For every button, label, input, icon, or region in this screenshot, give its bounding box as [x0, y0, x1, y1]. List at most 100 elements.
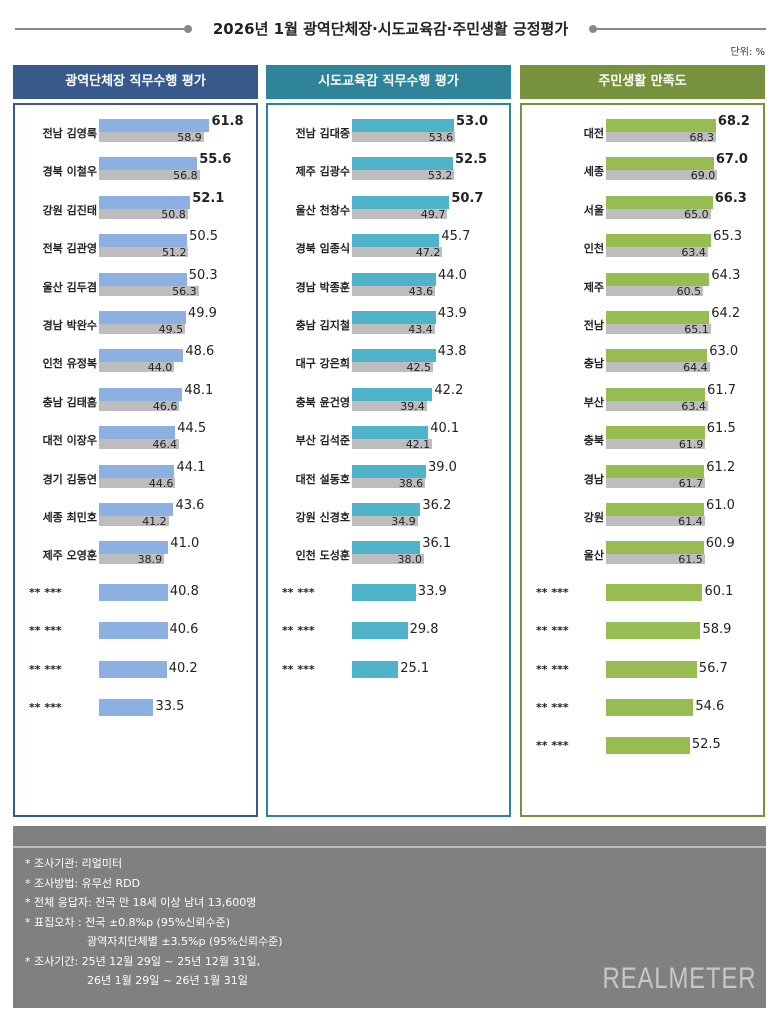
previous-bar: [99, 132, 204, 142]
previous-value: 46.4: [152, 438, 177, 452]
category-label: 인천 도성훈: [295, 549, 350, 563]
current-value: 50.3: [188, 267, 218, 283]
bar-row: ** *** 58.9: [522, 618, 763, 652]
current-value: 63.0: [709, 344, 739, 360]
current-value: 53.0: [456, 114, 489, 129]
current-value: 40.6: [169, 622, 199, 638]
category-label: ** ***: [29, 662, 62, 676]
previous-bar: [352, 516, 418, 526]
bar-row: 세종 67.0 69.0: [522, 152, 763, 191]
footer-divider: [13, 846, 766, 848]
current-bar: [352, 119, 454, 132]
previous-bar: [606, 554, 705, 565]
current-value: 43.8: [437, 344, 467, 360]
current-bar: [99, 311, 186, 324]
panel-header: 주민생활 만족도: [520, 65, 765, 99]
current-bar: [606, 272, 710, 286]
current-value: 40.1: [430, 421, 460, 437]
current-value: 56.7: [698, 660, 728, 676]
category-label: 강원 김진태: [42, 203, 97, 217]
category-label: 울산: [583, 549, 604, 563]
panel-3: 주민생활 만족도 대전 68.2 68.3 세종 67.0 69.0 서울 66.3…: [520, 65, 765, 817]
previous-value: 61.5: [678, 553, 703, 567]
category-label: 충북: [583, 434, 604, 448]
previous-value: 61.7: [678, 476, 704, 490]
category-label: ** ***: [29, 701, 62, 714]
current-bar: [352, 464, 426, 478]
previous-value: 56.3: [172, 284, 197, 298]
category-label: ** ***: [282, 662, 315, 676]
category-label: ** ***: [536, 662, 569, 676]
previous-bar: [352, 208, 448, 219]
previous-value: 41.2: [142, 515, 167, 528]
previous-bar: [352, 285, 436, 296]
current-bar: [606, 387, 706, 401]
note: * 전체 응답자: 전국 만 18세 이상 남녀 13,600명: [25, 896, 257, 909]
current-value: 44.0: [438, 267, 467, 283]
bar-row: ** *** 40.8: [15, 580, 256, 614]
bar-row: 경남 박종훈 44.0 43.6: [268, 268, 509, 307]
bar-row: 대구 강은희 43.8 42.5: [268, 344, 509, 383]
current-value: 60.1: [704, 583, 734, 599]
previous-bar: [606, 477, 706, 488]
current-bar: [99, 349, 184, 363]
current-bar: [99, 622, 168, 640]
current-value: 67.0: [715, 152, 748, 168]
previous-value: 42.1: [405, 438, 431, 452]
previous-value: 44.0: [147, 361, 173, 375]
previous-value: 63.4: [681, 399, 706, 413]
bar-row: 제주 오영훈 41.0 38.9: [15, 536, 256, 575]
previous-value: 60.5: [676, 284, 702, 298]
category-label: 경남 박완수: [42, 319, 97, 332]
previous-value: 43.4: [408, 323, 433, 336]
category-label: 충북 윤건영: [295, 395, 350, 409]
current-bar: [606, 699, 694, 716]
previous-bar: [99, 208, 188, 219]
current-bar: [352, 195, 450, 209]
previous-value: 38.6: [398, 476, 424, 490]
title-dot-left: [184, 25, 192, 33]
previous-value: 50.8: [161, 207, 186, 221]
bar-row: 부산 김석준 40.1 42.1: [268, 421, 509, 460]
bar-row: 인천 65.3 63.4: [522, 229, 763, 268]
previous-value: 53.6: [428, 131, 454, 144]
previous-bar: [352, 247, 443, 258]
bar-row: 전남 김영록 61.8 58.9: [15, 114, 256, 153]
category-label: 전북 김관영: [42, 242, 97, 256]
current-bar: [606, 503, 704, 516]
previous-bar: [99, 400, 180, 411]
category-label: 강원: [583, 511, 604, 524]
previous-bar: [99, 170, 200, 181]
category-label: ** ***: [536, 624, 569, 638]
current-bar: [99, 157, 198, 171]
previous-value: 49.7: [420, 207, 446, 221]
current-bar: [352, 157, 453, 171]
current-value: 40.8: [169, 583, 199, 599]
current-value: 52.5: [691, 737, 721, 753]
bar-row: 경남 61.2 61.7: [522, 460, 763, 499]
current-value: 50.5: [189, 229, 219, 245]
current-value: 36.2: [422, 498, 452, 513]
bar-row: 강원 61.0 61.4: [522, 498, 763, 537]
current-bar: [99, 119, 210, 132]
category-label: ** ***: [29, 624, 62, 638]
category-label: 대전 이장우: [42, 434, 97, 448]
current-bar: [606, 349, 708, 363]
note: * 조사기간: 25년 12월 29일 ~ 25년 12월 31일,: [25, 954, 261, 968]
previous-value: 65.1: [684, 323, 709, 336]
category-label: 충남: [583, 357, 604, 371]
bar-row: ** *** 40.6: [15, 618, 256, 652]
previous-value: 43.6: [408, 284, 434, 298]
current-bar: [352, 311, 436, 324]
previous-bar: [606, 208, 711, 219]
category-label: 전남 김영록: [42, 127, 97, 140]
previous-bar: [352, 439, 433, 450]
previous-value: 69.0: [690, 169, 716, 183]
category-label: 서울: [583, 203, 604, 217]
note: * 표집오차 : 전국 ±0.8%p (95%신뢰수준): [25, 915, 231, 929]
previous-bar: [606, 285, 704, 296]
category-label: 경남: [583, 472, 604, 486]
previous-bar: [606, 362, 710, 373]
current-value: 39.0: [428, 459, 457, 475]
previous-value: 44.6: [148, 476, 174, 490]
